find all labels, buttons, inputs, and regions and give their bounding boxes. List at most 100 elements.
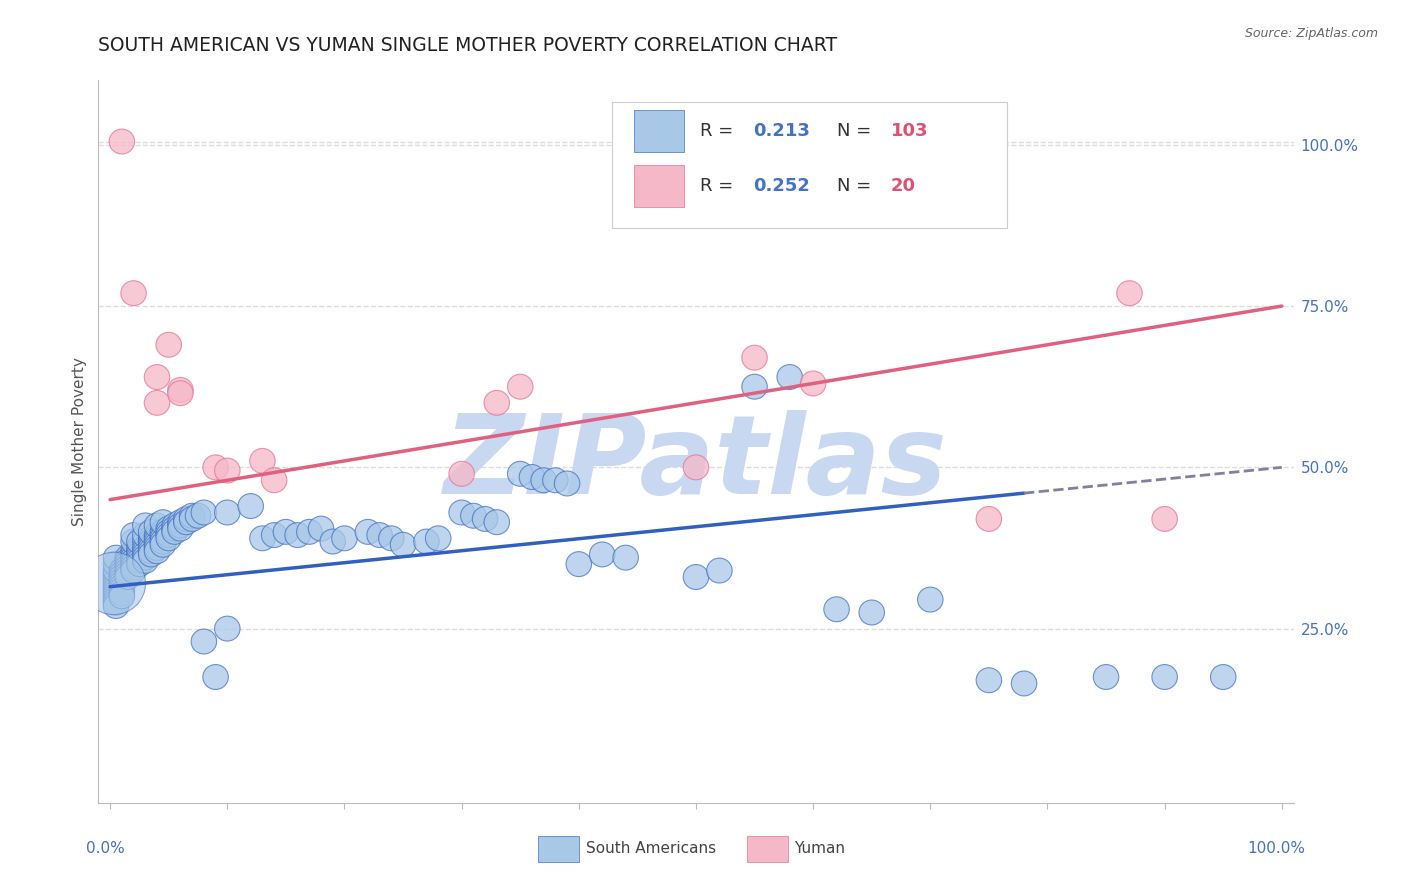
- Ellipse shape: [531, 467, 557, 492]
- Ellipse shape: [150, 509, 176, 534]
- Ellipse shape: [115, 551, 141, 576]
- Ellipse shape: [1116, 281, 1142, 306]
- Ellipse shape: [484, 391, 509, 416]
- Text: 0.213: 0.213: [754, 121, 810, 140]
- Y-axis label: Single Mother Poverty: Single Mother Poverty: [72, 357, 87, 526]
- Ellipse shape: [127, 551, 152, 576]
- Ellipse shape: [156, 516, 181, 541]
- Ellipse shape: [918, 587, 943, 612]
- Ellipse shape: [145, 391, 170, 416]
- Ellipse shape: [103, 565, 129, 590]
- Ellipse shape: [127, 542, 152, 567]
- Ellipse shape: [378, 526, 404, 550]
- Ellipse shape: [121, 529, 146, 554]
- Text: R =: R =: [700, 121, 738, 140]
- Text: South Americans: South Americans: [586, 841, 716, 855]
- Ellipse shape: [110, 565, 135, 590]
- Ellipse shape: [110, 558, 135, 583]
- Ellipse shape: [413, 529, 439, 554]
- Text: 0.252: 0.252: [754, 177, 810, 194]
- Ellipse shape: [110, 561, 135, 586]
- Ellipse shape: [449, 461, 474, 486]
- Ellipse shape: [186, 503, 211, 528]
- Ellipse shape: [145, 535, 170, 560]
- Ellipse shape: [103, 561, 129, 586]
- Ellipse shape: [167, 377, 193, 402]
- Text: SOUTH AMERICAN VS YUMAN SINGLE MOTHER POVERTY CORRELATION CHART: SOUTH AMERICAN VS YUMAN SINGLE MOTHER PO…: [98, 36, 838, 54]
- Ellipse shape: [297, 519, 322, 544]
- Ellipse shape: [742, 375, 768, 399]
- Ellipse shape: [484, 509, 509, 534]
- Ellipse shape: [202, 665, 228, 690]
- Ellipse shape: [127, 539, 152, 564]
- Ellipse shape: [121, 545, 146, 570]
- Ellipse shape: [138, 533, 165, 558]
- Ellipse shape: [238, 493, 263, 518]
- Ellipse shape: [150, 533, 176, 558]
- Ellipse shape: [138, 535, 165, 560]
- Ellipse shape: [145, 523, 170, 548]
- Ellipse shape: [156, 519, 181, 544]
- Ellipse shape: [367, 523, 392, 548]
- Ellipse shape: [167, 381, 193, 406]
- Ellipse shape: [356, 519, 381, 544]
- Ellipse shape: [115, 561, 141, 586]
- Ellipse shape: [103, 558, 129, 583]
- Ellipse shape: [173, 507, 200, 532]
- Ellipse shape: [215, 458, 240, 483]
- Ellipse shape: [121, 549, 146, 574]
- Ellipse shape: [145, 526, 170, 550]
- Ellipse shape: [461, 503, 486, 528]
- Ellipse shape: [167, 513, 193, 538]
- Ellipse shape: [103, 551, 129, 576]
- FancyBboxPatch shape: [748, 836, 787, 862]
- Ellipse shape: [1152, 507, 1177, 532]
- Ellipse shape: [707, 558, 733, 583]
- Ellipse shape: [138, 519, 165, 544]
- Ellipse shape: [1011, 671, 1036, 696]
- FancyBboxPatch shape: [613, 102, 1007, 228]
- Text: 0.0%: 0.0%: [87, 841, 125, 856]
- Text: Yuman: Yuman: [794, 841, 845, 855]
- Ellipse shape: [167, 509, 193, 534]
- Ellipse shape: [110, 571, 135, 596]
- Ellipse shape: [145, 513, 170, 538]
- Ellipse shape: [127, 545, 152, 570]
- Ellipse shape: [426, 526, 451, 550]
- Ellipse shape: [103, 574, 129, 599]
- Ellipse shape: [150, 526, 176, 550]
- Ellipse shape: [1094, 665, 1119, 690]
- Ellipse shape: [103, 591, 129, 615]
- Ellipse shape: [138, 529, 165, 554]
- FancyBboxPatch shape: [538, 836, 579, 862]
- Ellipse shape: [589, 542, 614, 567]
- Text: N =: N =: [837, 121, 877, 140]
- Ellipse shape: [110, 584, 135, 609]
- Ellipse shape: [132, 529, 157, 554]
- Ellipse shape: [683, 565, 709, 590]
- Ellipse shape: [132, 523, 157, 548]
- Ellipse shape: [103, 571, 129, 596]
- Ellipse shape: [567, 551, 592, 576]
- Ellipse shape: [115, 549, 141, 574]
- Ellipse shape: [132, 535, 157, 560]
- Ellipse shape: [121, 542, 146, 567]
- Ellipse shape: [1211, 665, 1236, 690]
- Ellipse shape: [191, 500, 217, 525]
- Text: R =: R =: [700, 177, 738, 194]
- Ellipse shape: [127, 549, 152, 574]
- Ellipse shape: [508, 375, 533, 399]
- Ellipse shape: [519, 465, 544, 490]
- Ellipse shape: [449, 500, 474, 525]
- FancyBboxPatch shape: [634, 165, 685, 207]
- Ellipse shape: [103, 593, 129, 618]
- Ellipse shape: [262, 523, 287, 548]
- Ellipse shape: [285, 523, 311, 548]
- Ellipse shape: [173, 509, 200, 534]
- Ellipse shape: [127, 535, 152, 560]
- Ellipse shape: [110, 129, 135, 154]
- Ellipse shape: [145, 539, 170, 564]
- Ellipse shape: [145, 365, 170, 390]
- Ellipse shape: [202, 455, 228, 480]
- Ellipse shape: [103, 545, 129, 570]
